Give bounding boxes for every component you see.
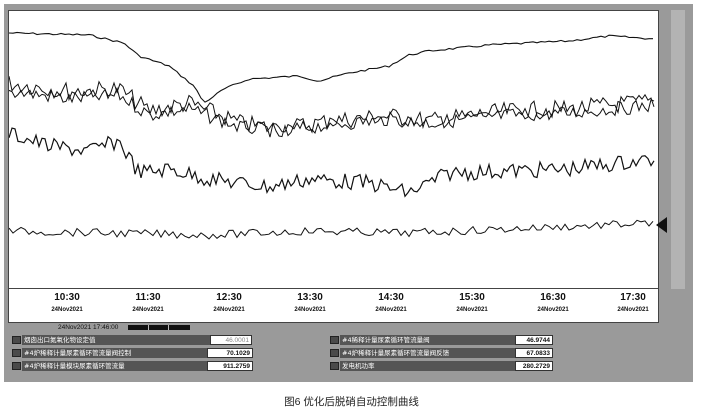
series-label: 发电机功率	[340, 361, 515, 371]
time-tick: 16:30 24Nov2021	[537, 292, 569, 313]
series-color-swatch	[330, 362, 339, 370]
series-color-swatch	[12, 336, 21, 344]
time-scrollbar[interactable]	[128, 325, 190, 330]
value-scale-strip	[671, 10, 685, 289]
series-label: 烟囱出口氮氧化物设定值	[22, 335, 210, 345]
trend-line-upper-b	[9, 86, 655, 138]
series-color-swatch	[12, 362, 21, 370]
trend-line-bottom	[9, 219, 654, 240]
time-tick: 15:30 24Nov2021	[456, 292, 488, 313]
time-tick: 10:30 24Nov2021	[51, 292, 83, 313]
series-label: #4稀释计量尿素循环管流量阀	[340, 335, 515, 345]
time-tick: 12:30 24Nov2021	[213, 292, 245, 313]
figure-caption: 图6 优化后脱硝自动控制曲线	[284, 396, 419, 408]
series-color-swatch	[330, 349, 339, 357]
series-label: #4炉稀释计量模块尿素循环管流量	[22, 361, 207, 371]
series-value: 70.1029	[207, 348, 253, 358]
series-label: #4炉稀释计量尿素循环管流量阀反馈	[340, 348, 515, 358]
time-axis: 10:30 24Nov2021 11:30 24Nov2021 12:30 24Nov…	[8, 289, 659, 323]
series-label: #4炉稀释计量尿素循环管流量阀控制	[22, 348, 207, 358]
trend-curves	[9, 31, 655, 240]
series-value: 911.2759	[207, 361, 253, 371]
trend-line-middle	[9, 127, 655, 198]
cursor-timestamp: 24Nov2021 17:46:00	[58, 324, 119, 331]
series-color-swatch	[12, 349, 21, 357]
series-value: 67.0833	[515, 348, 553, 358]
time-tick: 14:30 24Nov2021	[375, 292, 407, 313]
time-tick: 11:30 24Nov2021	[132, 292, 164, 313]
trend-cursor-marker-icon[interactable]	[656, 217, 667, 233]
series-color-swatch	[330, 336, 339, 344]
series-value: 280.2729	[515, 361, 553, 371]
time-tick: 17:30 24Nov2021	[617, 292, 649, 313]
trend-plot-area[interactable]	[8, 10, 659, 289]
trend-line-top	[9, 31, 653, 103]
series-value: 46.0001	[210, 335, 252, 345]
trend-line-upper-a	[9, 76, 655, 138]
trend-window: 10:30 24Nov2021 11:30 24Nov2021 12:30 24Nov…	[4, 4, 693, 382]
time-tick: 13:30 24Nov2021	[294, 292, 326, 313]
series-value: 46.9744	[515, 335, 553, 345]
